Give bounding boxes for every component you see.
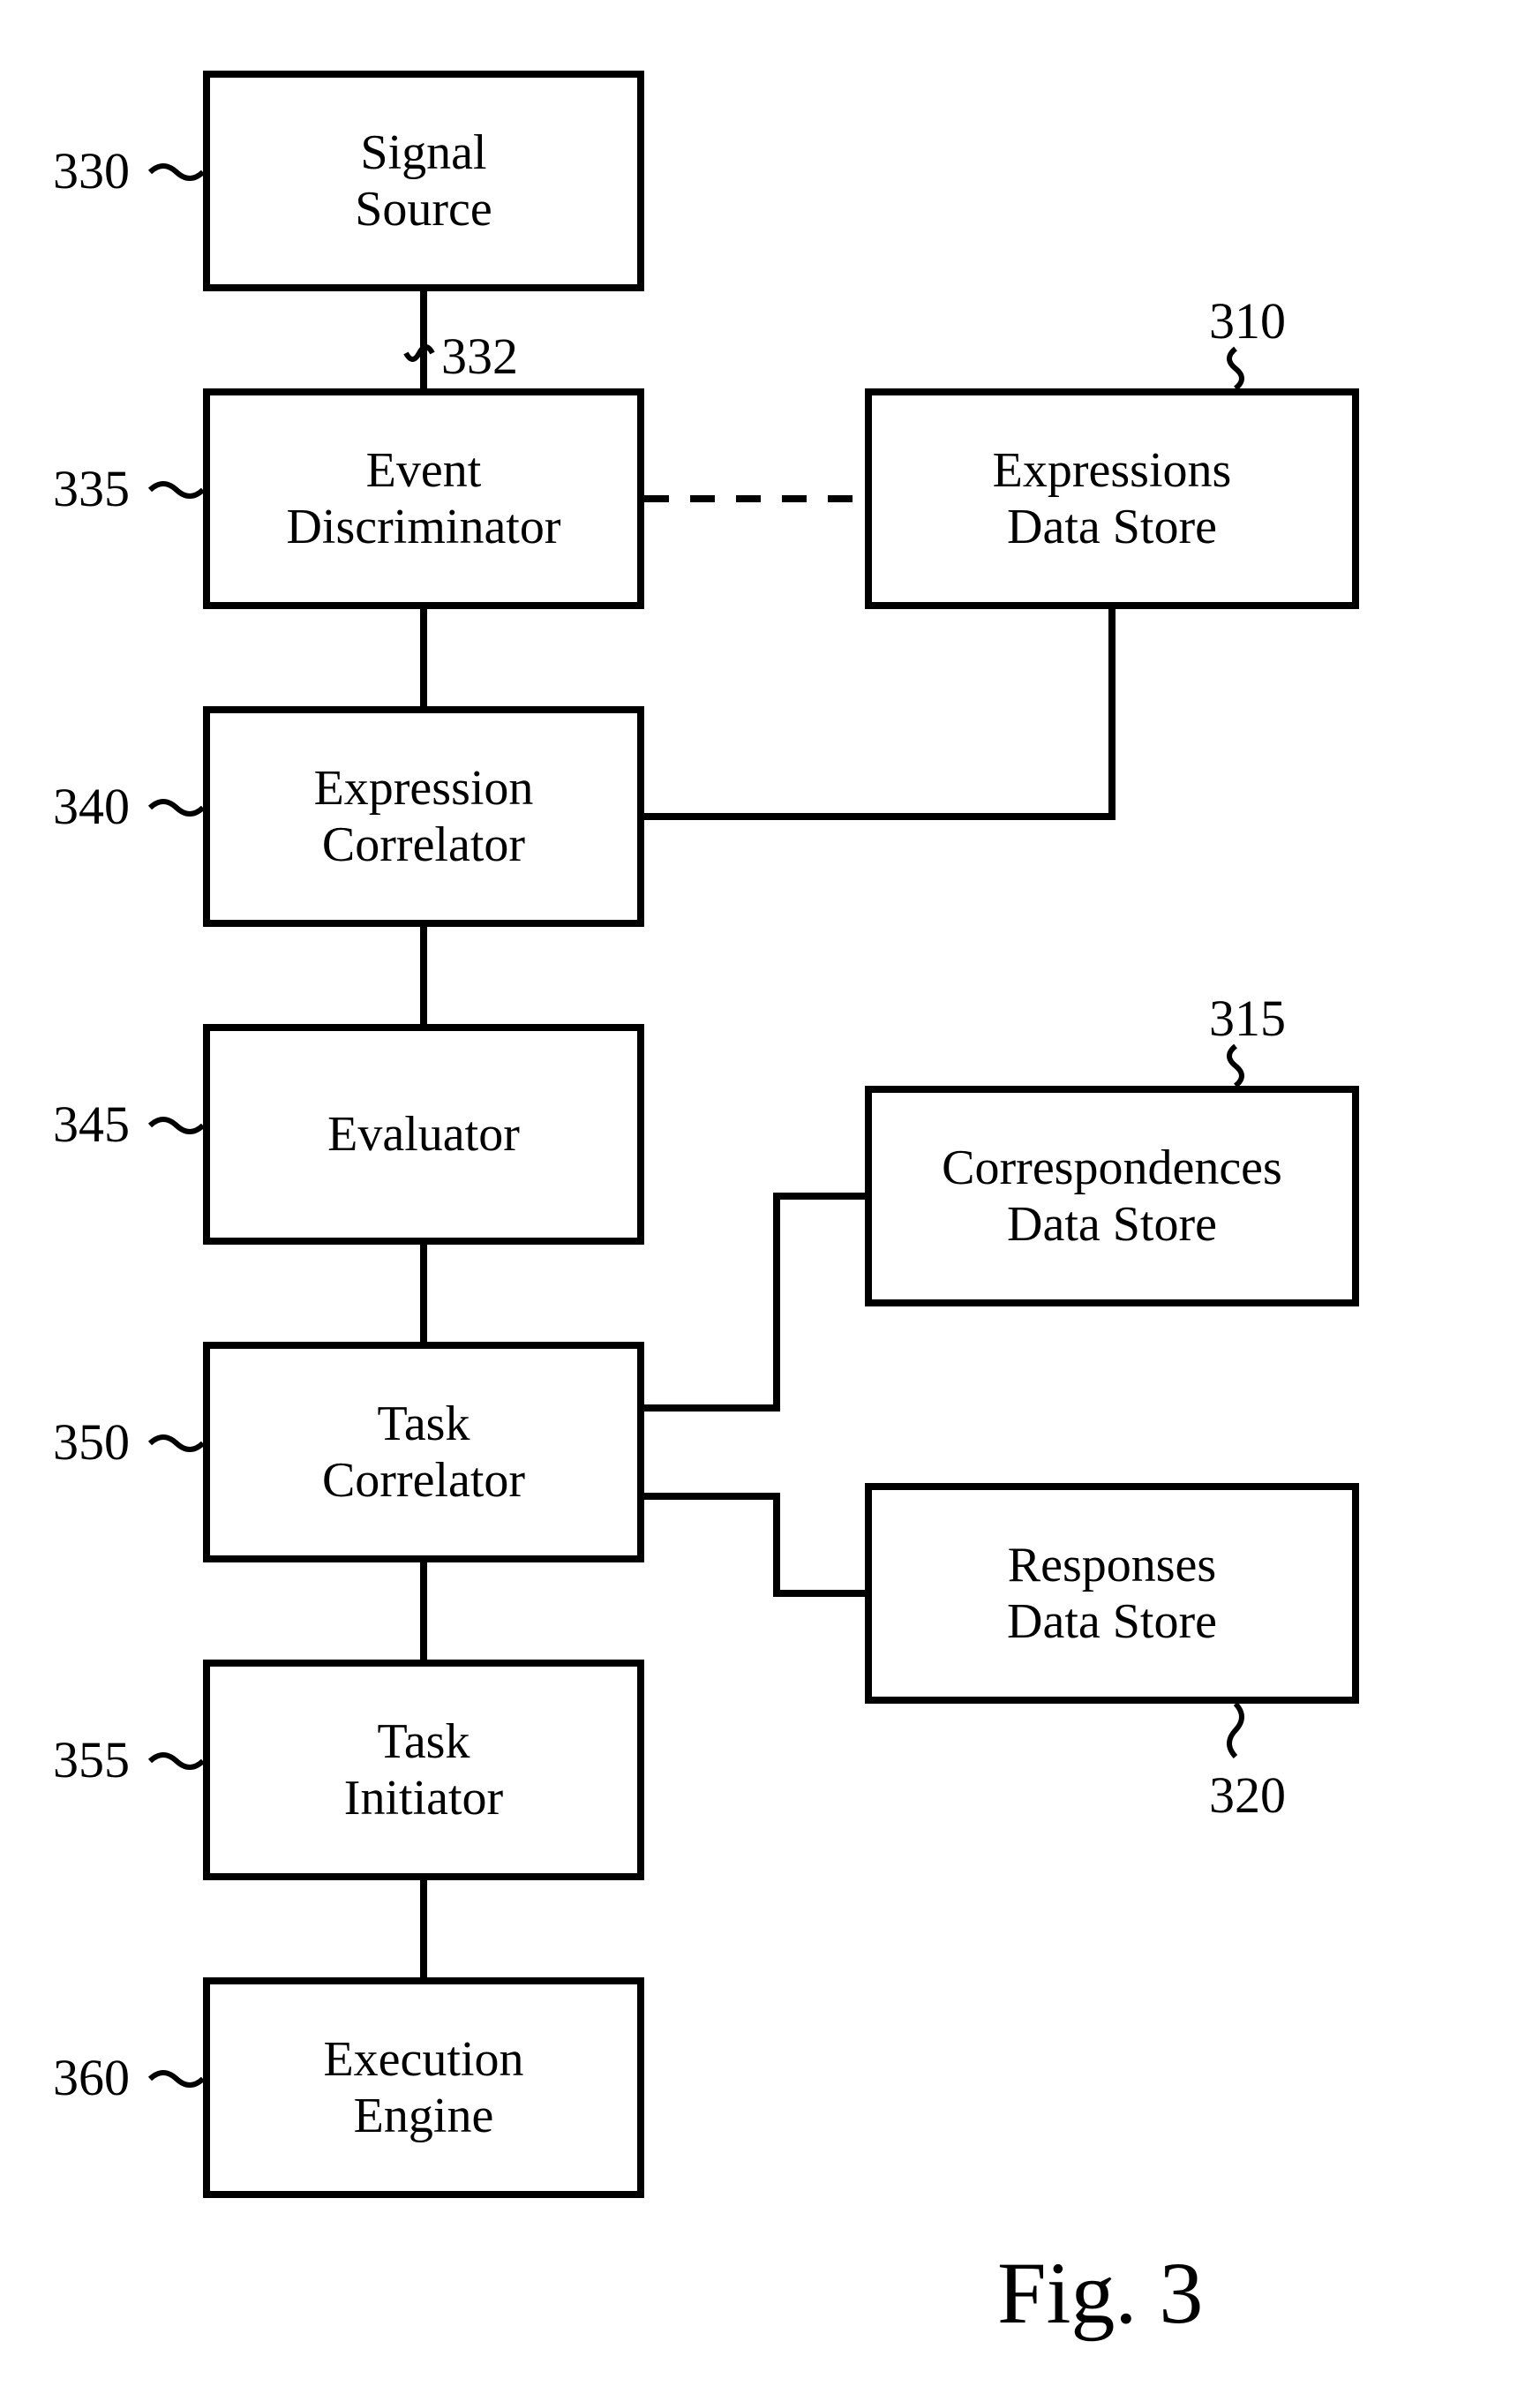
box-label: Task Initiator [344, 1713, 503, 1827]
ref-355: 355 [53, 1730, 130, 1789]
ref-360: 360 [53, 2048, 130, 2107]
box-signal-source: Signal Source [203, 71, 644, 291]
box-expressions-data-store: Expressions Data Store [865, 388, 1359, 609]
ref-332: 332 [441, 327, 518, 386]
box-label: Task Correlator [322, 1396, 525, 1509]
box-label: Expression Correlator [314, 760, 534, 874]
box-label: Evaluator [327, 1106, 520, 1163]
box-event-discriminator: Event Discriminator [203, 388, 644, 609]
ref-330: 330 [53, 141, 130, 200]
box-label: Correspondences Data Store [942, 1140, 1282, 1253]
box-task-correlator: Task Correlator [203, 1342, 644, 1562]
box-evaluator: Evaluator [203, 1024, 644, 1245]
ref-310: 310 [1209, 291, 1286, 350]
box-execution-engine: Execution Engine [203, 1977, 644, 2198]
ref-315: 315 [1209, 989, 1286, 1048]
box-expression-correlator: Expression Correlator [203, 706, 644, 927]
box-task-initiator: Task Initiator [203, 1660, 644, 1880]
box-label: Responses Data Store [1007, 1537, 1217, 1651]
ref-320: 320 [1209, 1765, 1286, 1825]
box-label: Expressions Data Store [993, 442, 1232, 556]
box-label: Execution Engine [323, 2031, 523, 2145]
ref-335: 335 [53, 459, 130, 518]
ref-345: 345 [53, 1095, 130, 1154]
box-label: Event Discriminator [286, 442, 560, 556]
figure-label: Fig. 3 [997, 2242, 1203, 2344]
box-responses-data-store: Responses Data Store [865, 1483, 1359, 1704]
box-correspondences-data-store: Correspondences Data Store [865, 1086, 1359, 1306]
ref-350: 350 [53, 1412, 130, 1472]
ref-340: 340 [53, 777, 130, 836]
box-label: Signal Source [355, 124, 492, 238]
